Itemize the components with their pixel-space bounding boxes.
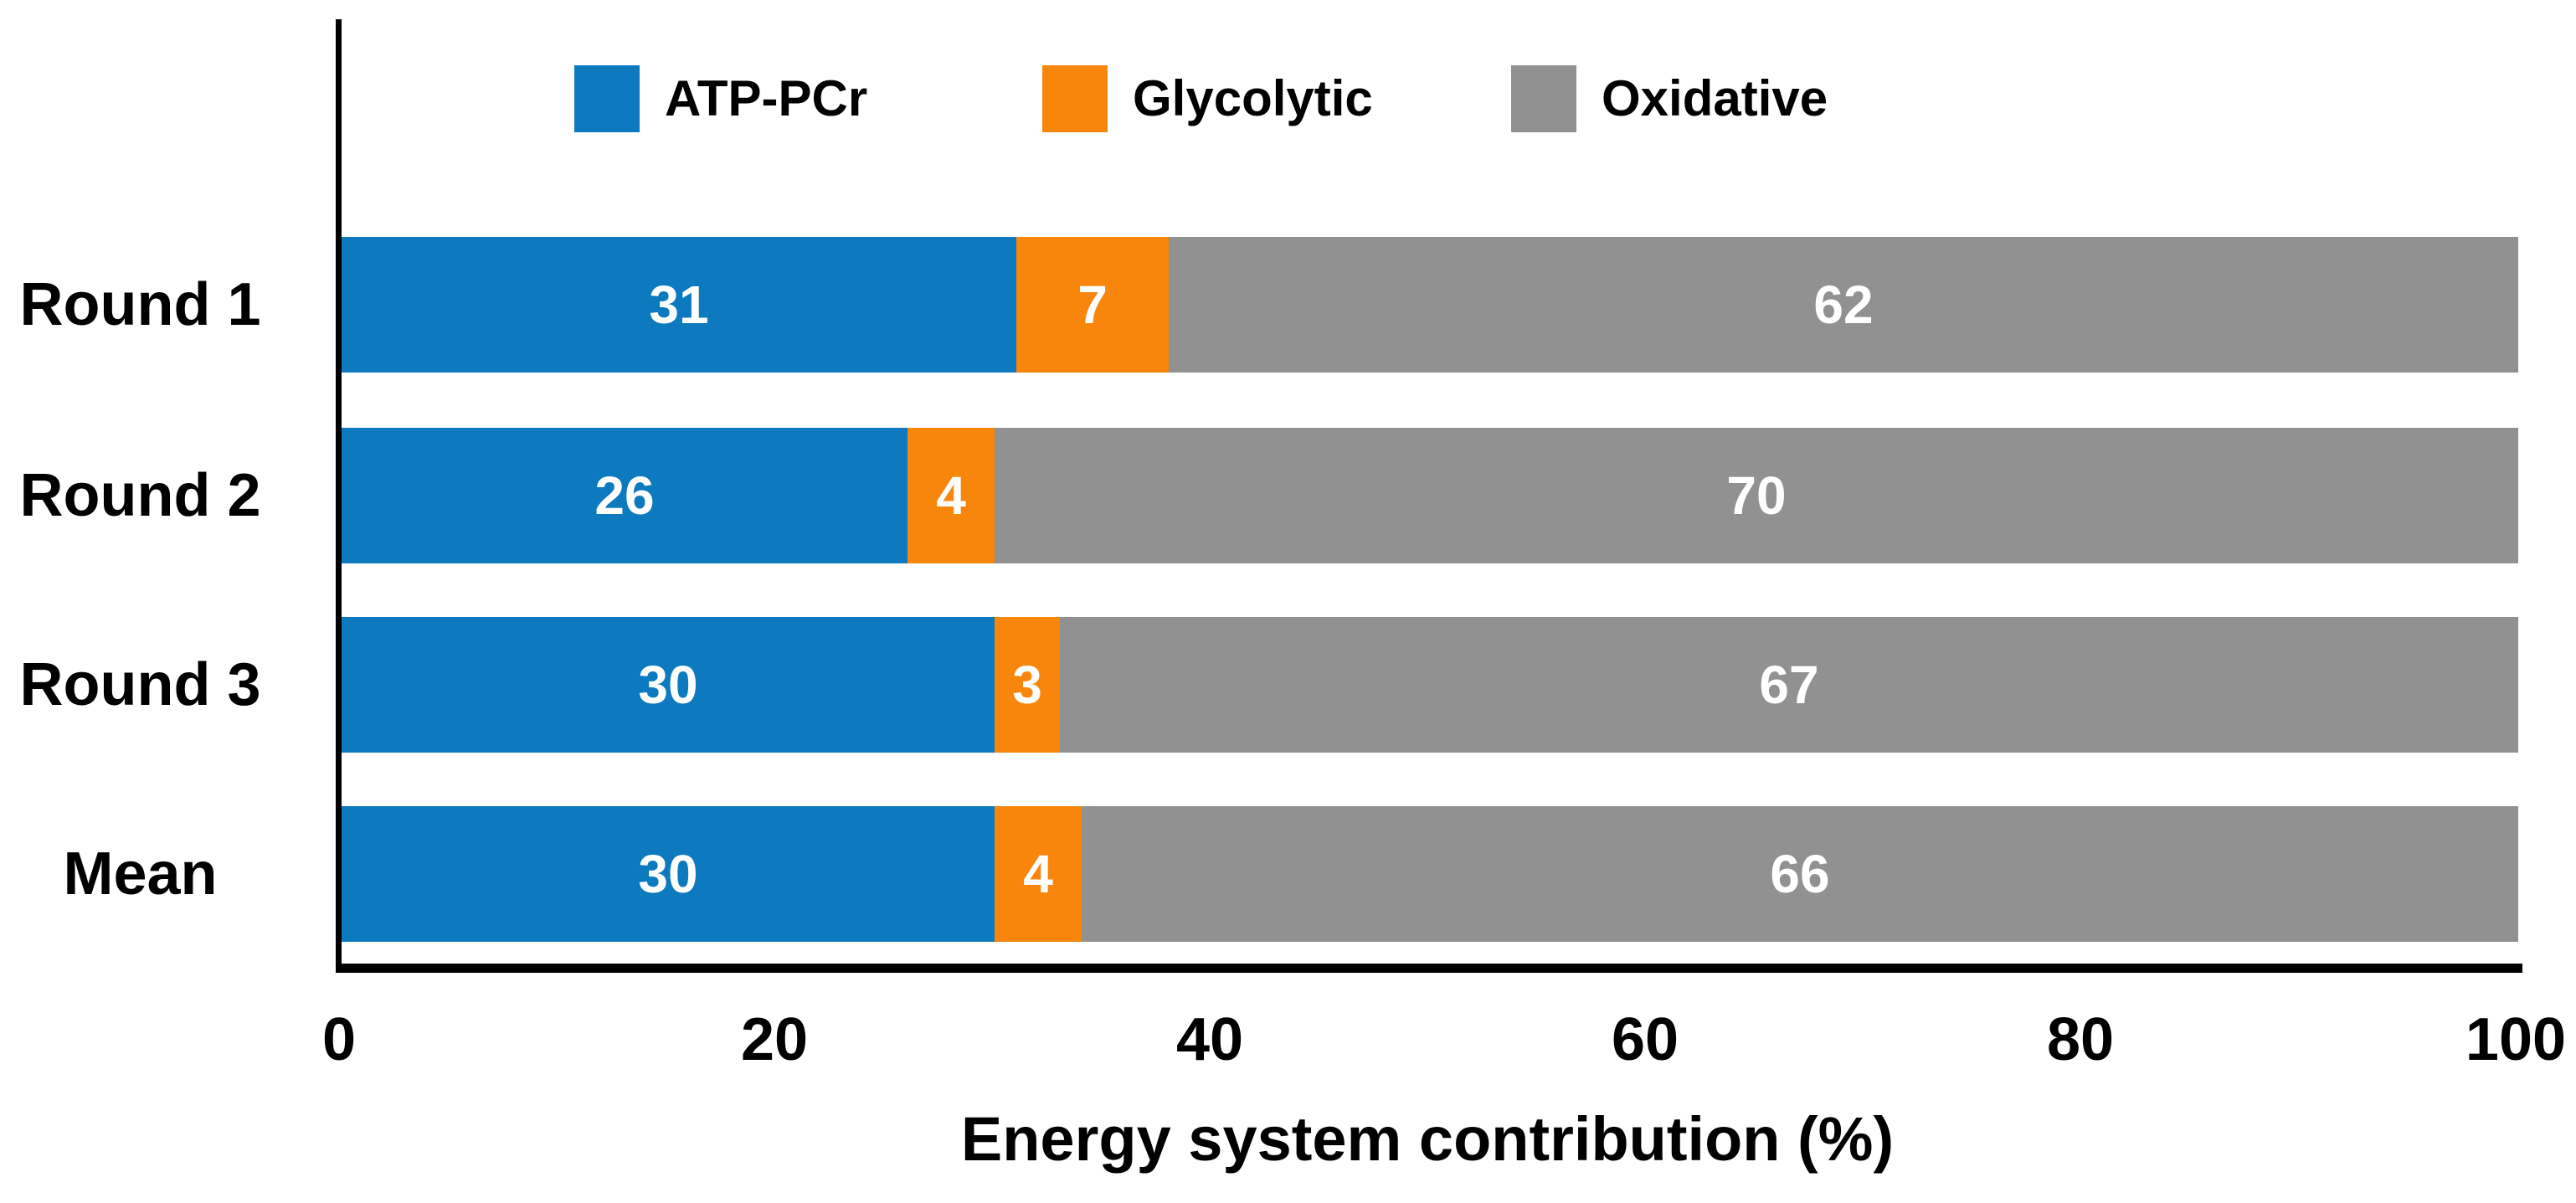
bar-value-label: 67 (1759, 655, 1819, 715)
bar-value-label: 7 (1077, 275, 1108, 335)
bar-row-mean: 30 4 66 (342, 806, 2518, 942)
bar-segment-round-3-oxidative: 67 (1060, 617, 2518, 753)
x-tick-label-100: 100 (2465, 1006, 2567, 1073)
category-label-mean: Mean (63, 841, 218, 907)
bar-segment-round-2-glycolytic: 4 (908, 428, 995, 563)
y-axis-line (336, 19, 342, 969)
bar-value-label: 30 (638, 655, 698, 715)
bar-segment-round-3-glycolytic: 3 (995, 617, 1060, 753)
bar-segment-mean-oxidative: 66 (1082, 806, 2518, 942)
bar-value-label: 70 (1726, 465, 1787, 526)
bar-value-label: 4 (936, 465, 966, 526)
bar-value-label: 26 (594, 465, 655, 526)
bar-value-label: 31 (649, 275, 709, 335)
category-label-round-1: Round 1 (19, 271, 261, 338)
x-axis-title: Energy system contribution (%) (960, 1104, 1895, 1174)
x-tick-label-40: 40 (1175, 1006, 1244, 1073)
legend-label-glycolytic: Glycolytic (1133, 70, 1373, 126)
bar-value-label: 66 (1770, 844, 1830, 904)
bar-value-label: 30 (638, 844, 698, 904)
bar-segment-round-1-glycolytic: 7 (1016, 237, 1169, 373)
bar-row-round-2: 26 4 70 (342, 428, 2518, 563)
legend-swatch-atp-pcr (574, 65, 640, 132)
bar-segment-round-2-atp-pcr: 26 (342, 428, 908, 563)
legend-swatch-oxidative (1511, 65, 1576, 132)
legend-item-oxidative: Oxidative (1511, 65, 1828, 132)
bar-segment-round-3-atp-pcr: 30 (342, 617, 995, 753)
x-tick-label-20: 20 (740, 1006, 809, 1073)
category-label-round-2: Round 2 (19, 462, 261, 529)
legend-label-oxidative: Oxidative (1602, 70, 1828, 126)
bar-segment-round-1-atp-pcr: 31 (342, 237, 1016, 373)
legend-item-atp-pcr: ATP-PCr (574, 65, 867, 132)
legend-label-atp-pcr: ATP-PCr (665, 70, 868, 126)
bar-value-label: 62 (1813, 275, 1874, 335)
bar-segment-mean-atp-pcr: 30 (342, 806, 995, 942)
legend-swatch-glycolytic (1042, 65, 1108, 132)
bar-row-round-1: 31 7 62 (342, 237, 2518, 373)
bar-segment-mean-glycolytic: 4 (995, 806, 1082, 942)
bar-segment-round-2-oxidative: 70 (995, 428, 2518, 563)
bar-value-label: 4 (1023, 844, 1053, 904)
x-tick-label-80: 80 (2046, 1006, 2115, 1073)
bar-row-round-3: 30 3 67 (342, 617, 2518, 753)
bar-segment-round-1-oxidative: 62 (1169, 237, 2518, 373)
category-label-round-3: Round 3 (19, 651, 261, 718)
bar-value-label: 3 (1012, 655, 1042, 715)
x-tick-label-0: 0 (321, 1006, 357, 1073)
x-tick-label-60: 60 (1611, 1006, 1679, 1073)
x-axis-line (336, 964, 2522, 973)
legend-item-glycolytic: Glycolytic (1042, 65, 1373, 132)
